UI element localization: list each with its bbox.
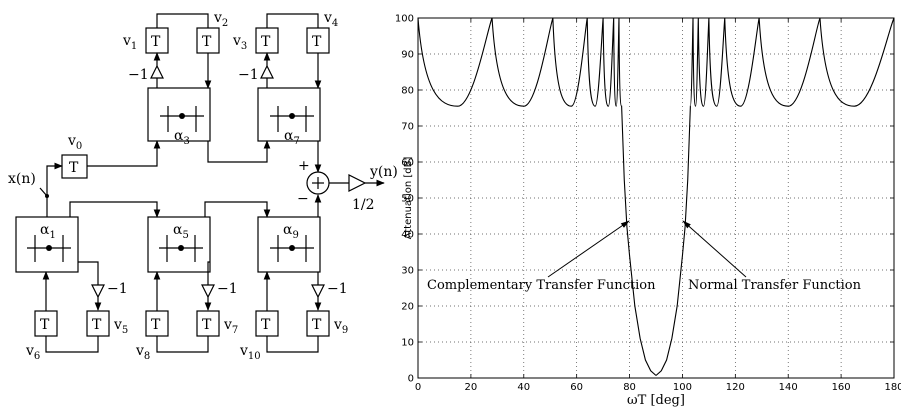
- input-label: x(n): [8, 171, 36, 187]
- minus-one-label: −1: [128, 67, 149, 83]
- delay-label: T: [40, 317, 50, 333]
- y-tick-label: 80: [401, 86, 414, 97]
- series-normal-transfer-function: [655, 17, 895, 376]
- adaptor-label-alpha5: α5: [173, 222, 189, 241]
- chart-ticks: 0 20 40 60 80 100 120 140 160 180 0 10 20 30 40 50 60 70 8…: [395, 14, 901, 394]
- lower-branch-alpha5: [145, 201, 271, 353]
- x-tick-label: 100: [673, 382, 692, 393]
- y-tick-label: 30: [401, 266, 414, 277]
- state-label-v1: v1: [122, 33, 137, 52]
- x-tick-label: 80: [623, 382, 636, 393]
- state-label-v2: v2: [213, 10, 228, 29]
- x-tick-label: 120: [726, 382, 745, 393]
- delay-label: T: [151, 317, 161, 333]
- inverter-triangle: [311, 284, 325, 299]
- adaptor-label-alpha1: α1: [40, 222, 56, 241]
- lattice-wave-digital-filter-diagram: [15, 13, 385, 353]
- attenuation-chart: 0 20 40 60 80 100 120 140 160 180 0 10 20 30 40 50 60 70 8…: [395, 14, 901, 409]
- upper-branch-alpha7: [255, 13, 330, 142]
- annotation-arrow-complementary: [547, 220, 630, 278]
- state-label-v8: v8: [135, 343, 150, 362]
- x-tick-label: 60: [570, 382, 583, 393]
- x-tick-label: 160: [832, 382, 851, 393]
- adaptor-label-alpha3: α3: [174, 128, 190, 147]
- gain-triangle: [348, 174, 367, 192]
- diagram-labels: x(n) y(n) 1/2 + − T T T T T T T T T T T …: [8, 10, 398, 362]
- annotation-complementary: Complementary Transfer Function: [427, 278, 656, 293]
- x-tick-label: 140: [779, 382, 798, 393]
- sum-minus-sign: −: [297, 191, 309, 207]
- state-label-v10: v10: [239, 343, 261, 362]
- upper-branch-alpha3: [145, 13, 220, 142]
- x-tick-label: 180: [884, 382, 901, 393]
- x-axis-label: ωT [deg]: [627, 393, 685, 408]
- state-label-v5: v5: [113, 317, 128, 336]
- delay-label: T: [312, 317, 322, 333]
- lower-branch-alpha9: [255, 194, 330, 353]
- state-label-v9: v9: [333, 317, 348, 336]
- minus-one-label: −1: [107, 281, 128, 297]
- state-label-v6: v6: [25, 343, 40, 362]
- inverter-triangle: [260, 64, 274, 79]
- delay-label: T: [202, 34, 212, 50]
- gain-label: 1/2: [352, 197, 375, 213]
- annotation-normal: Normal Transfer Function: [688, 278, 862, 293]
- adaptor-dots: [45, 113, 295, 251]
- state-label-v3: v3: [232, 33, 247, 52]
- state-label-v4: v4: [323, 10, 338, 29]
- inverter-triangle: [150, 64, 164, 79]
- series-complementary-transfer-function: [417, 17, 657, 376]
- inverter-triangle: [91, 284, 105, 299]
- y-tick-label: 60: [401, 158, 414, 169]
- state-label-v0: v0: [67, 133, 82, 152]
- x-tick-label: 0: [415, 382, 421, 393]
- adaptor-label-alpha7: α7: [284, 128, 300, 147]
- output-label: y(n): [369, 164, 398, 180]
- y-tick-label: 10: [401, 338, 414, 349]
- x-tick-label: 40: [517, 382, 530, 393]
- adaptor-alpha5: [147, 216, 211, 273]
- inverter-triangle: [201, 284, 215, 299]
- adaptor-alpha9: [257, 216, 321, 273]
- adaptor-alpha7: [257, 87, 321, 142]
- minus-one-label: −1: [217, 281, 238, 297]
- delay-label: T: [151, 34, 161, 50]
- minus-one-label: −1: [238, 67, 259, 83]
- x-tick-label: 20: [465, 382, 478, 393]
- y-tick-label: 70: [401, 122, 414, 133]
- y-tick-label: 20: [401, 302, 414, 313]
- state-label-v7: v7: [223, 317, 238, 336]
- delay-label: T: [312, 34, 322, 50]
- delay-label: T: [202, 317, 212, 333]
- y-axis-label: Attenuation [dB]: [403, 157, 414, 240]
- delay-label: T: [261, 34, 271, 50]
- adaptor-label-alpha9: α9: [283, 222, 299, 241]
- chart-curves: [417, 17, 895, 376]
- y-tick-label: 100: [395, 14, 414, 25]
- y-tick-label: 0: [408, 374, 414, 385]
- y-tick-label: 40: [401, 230, 414, 241]
- delay-label: T: [261, 317, 271, 333]
- minus-one-label: −1: [327, 281, 348, 297]
- annotation-arrow-normal: [682, 220, 747, 278]
- delay-label: T: [69, 160, 79, 176]
- adaptor-alpha3: [147, 87, 211, 142]
- y-tick-label: 50: [401, 194, 414, 205]
- y-tick-label: 90: [401, 50, 414, 61]
- sum-plus-sign: +: [298, 158, 310, 174]
- lower-branch-alpha1: [15, 201, 161, 353]
- chart-grid: [418, 18, 894, 378]
- delay-label: T: [92, 317, 102, 333]
